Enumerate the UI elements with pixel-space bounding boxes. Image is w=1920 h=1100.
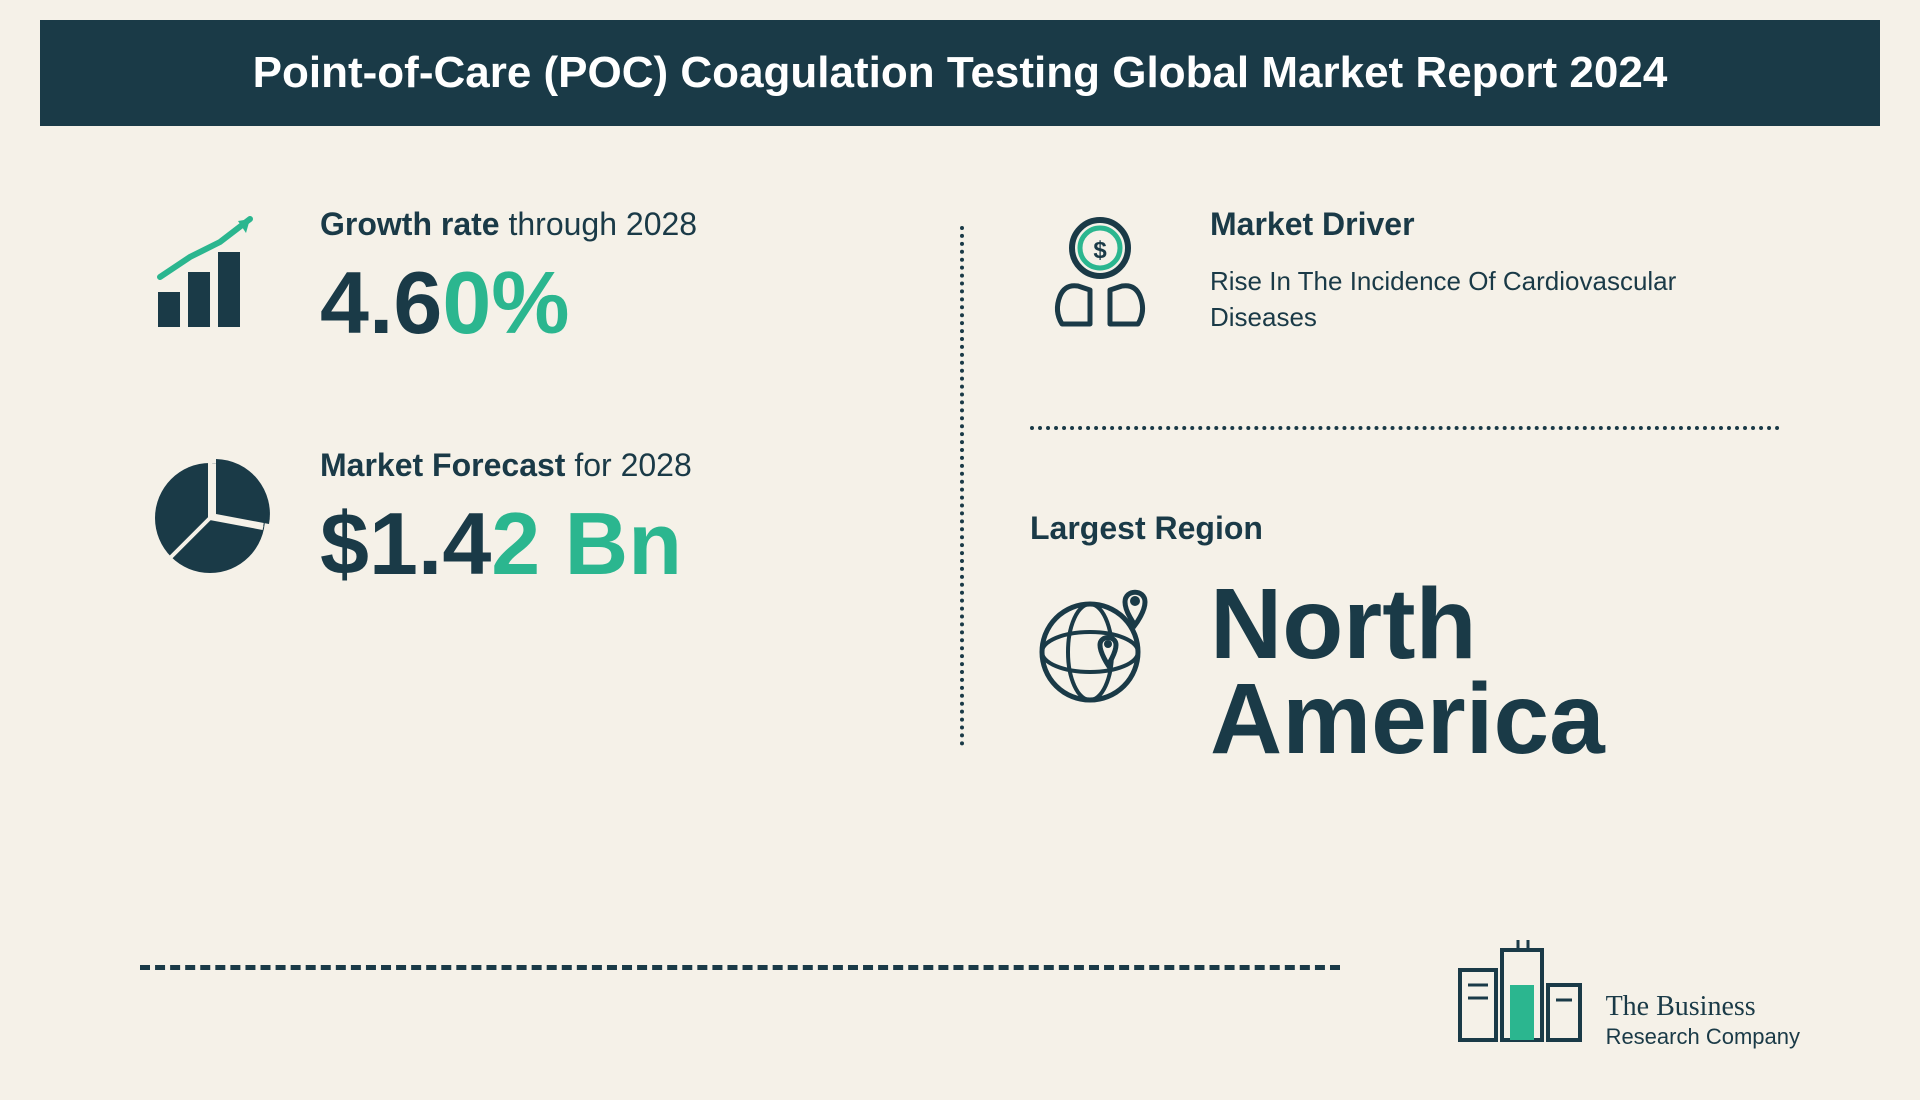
growth-value-accent: 0% bbox=[442, 253, 569, 352]
growth-rate-block: Growth rate through 2028 4.60% bbox=[140, 206, 890, 347]
logo-text: The Business Research Company bbox=[1606, 990, 1800, 1050]
money-hands-icon: $ bbox=[1030, 206, 1170, 346]
left-column: Growth rate through 2028 4.60% bbox=[140, 206, 890, 767]
report-title: Point-of-Care (POC) Coagulation Testing … bbox=[253, 48, 1668, 97]
forecast-text: Market Forecast for 2028 $1.42 Bn bbox=[320, 447, 890, 588]
growth-label: Growth rate through 2028 bbox=[320, 206, 890, 243]
growth-label-bold: Growth rate bbox=[320, 206, 500, 242]
region-text: North America bbox=[1210, 577, 1780, 767]
globe-pin-icon bbox=[1030, 577, 1170, 717]
logo-line2: Research Company bbox=[1606, 1024, 1800, 1050]
forecast-label-rest: for 2028 bbox=[565, 447, 691, 483]
growth-value: 4.60% bbox=[320, 259, 890, 347]
region-section: Largest Region North America bbox=[1030, 510, 1780, 767]
forecast-block: Market Forecast for 2028 $1.42 Bn bbox=[140, 447, 890, 588]
title-bar: Point-of-Care (POC) Coagulation Testing … bbox=[40, 20, 1880, 126]
svg-text:$: $ bbox=[1093, 237, 1107, 264]
growth-text: Growth rate through 2028 4.60% bbox=[320, 206, 890, 347]
content-area: Growth rate through 2028 4.60% bbox=[0, 126, 1920, 807]
forecast-value-dark: $1.4 bbox=[320, 494, 491, 593]
right-column: $ Market Driver Rise In The Incidence Of… bbox=[970, 206, 1780, 767]
forecast-value: $1.42 Bn bbox=[320, 500, 890, 588]
forecast-value-accent: 2 Bn bbox=[491, 494, 682, 593]
horizontal-divider bbox=[1030, 426, 1780, 430]
company-logo: The Business Research Company bbox=[1450, 930, 1800, 1050]
market-driver-block: $ Market Driver Rise In The Incidence Of… bbox=[1030, 206, 1780, 346]
growth-value-dark: 4.6 bbox=[320, 253, 442, 352]
vertical-divider bbox=[960, 226, 964, 746]
growth-chart-icon bbox=[140, 207, 280, 347]
logo-line1: The Business bbox=[1606, 990, 1800, 1024]
forecast-label: Market Forecast for 2028 bbox=[320, 447, 890, 484]
region-label: Largest Region bbox=[1030, 510, 1780, 547]
growth-label-rest: through 2028 bbox=[500, 206, 698, 242]
driver-label: Market Driver bbox=[1210, 206, 1780, 243]
driver-description: Rise In The Incidence Of Cardiovascular … bbox=[1210, 263, 1780, 336]
region-value: North America bbox=[1210, 577, 1780, 767]
logo-buildings-icon bbox=[1450, 930, 1590, 1050]
forecast-label-bold: Market Forecast bbox=[320, 447, 565, 483]
bottom-dashed-line bbox=[140, 965, 1340, 970]
region-block: North America bbox=[1030, 577, 1780, 767]
driver-text: Market Driver Rise In The Incidence Of C… bbox=[1210, 206, 1780, 336]
pie-chart-icon bbox=[140, 448, 280, 588]
